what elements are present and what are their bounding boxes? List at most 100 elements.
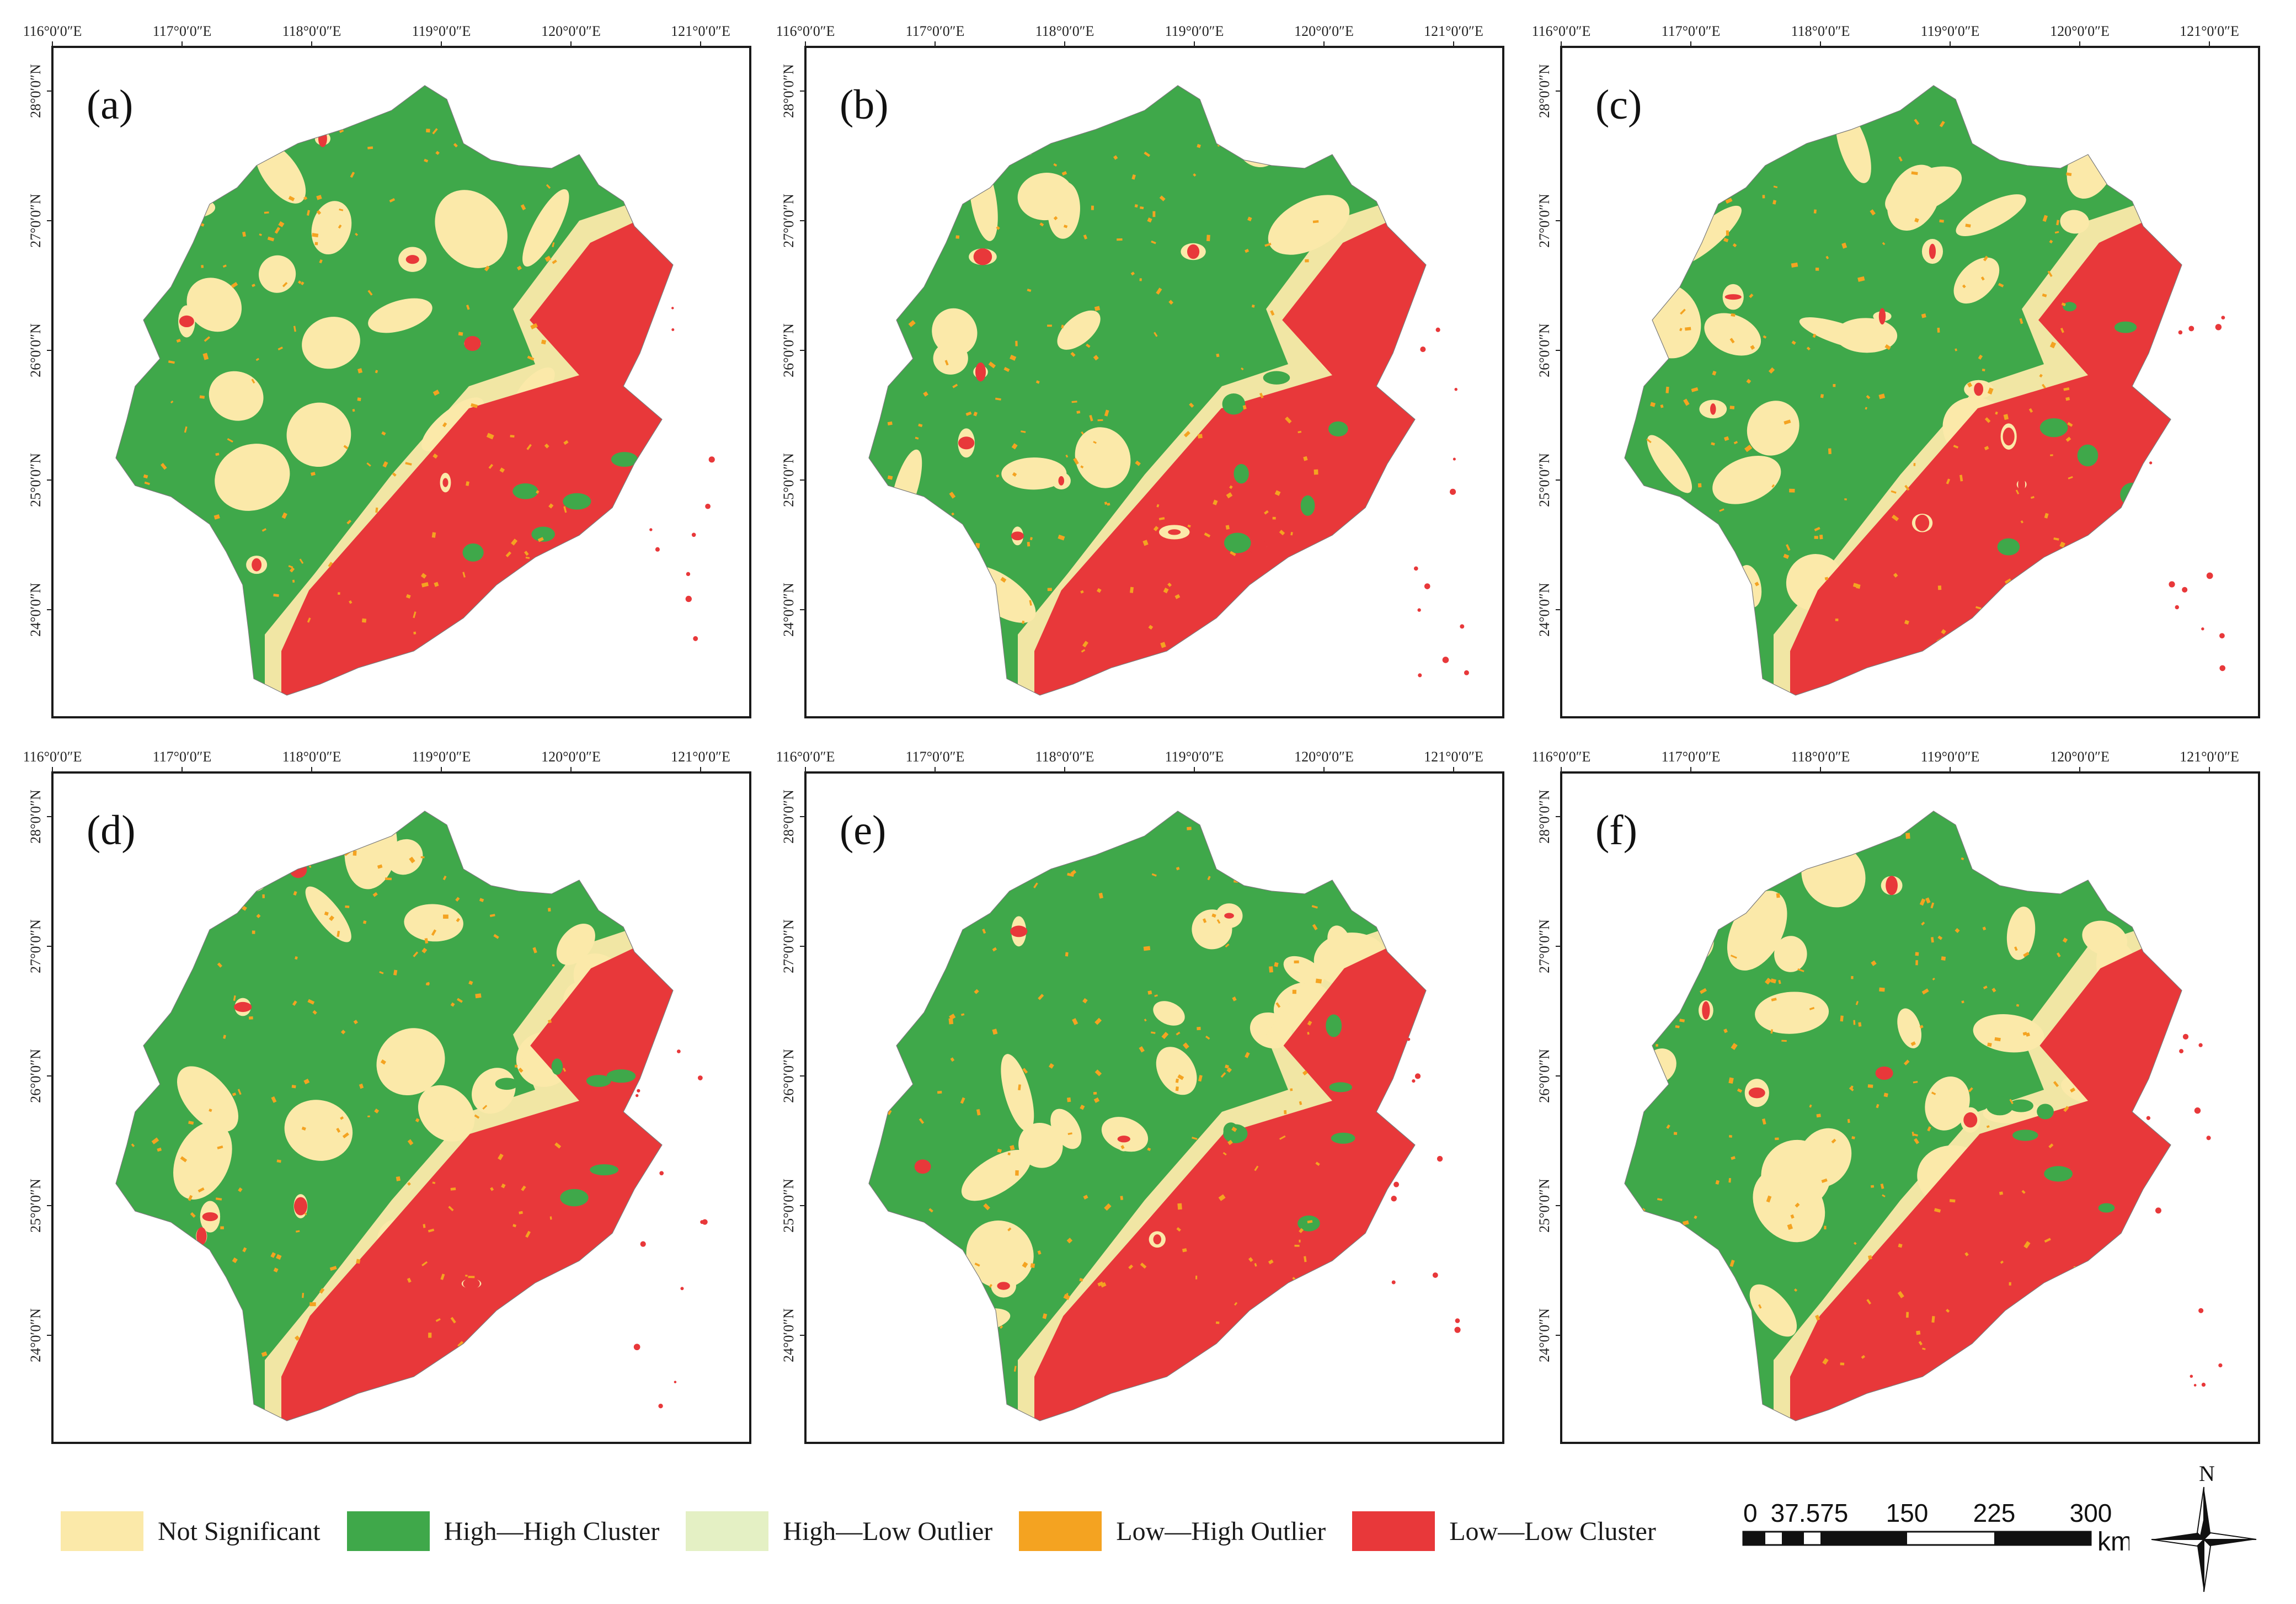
panel-label: (a) [87,82,133,128]
y-tick-label: 24°0′0″N [1536,583,1552,637]
legend-swatch [346,1511,430,1551]
x-tick-label: 118°0′0″E [1791,749,1850,765]
legend-item: High—High Cluster [346,1511,660,1551]
x-tick-label: 121°0′0″E [2180,23,2239,39]
x-tick-label: 121°0′0″E [671,23,730,39]
x-tick-label: 121°0′0″E [1424,749,1483,765]
y-tick-label: 27°0′0″N [781,194,797,248]
y-tick-label: 24°0′0″N [1536,1308,1552,1362]
scale-segment [1820,1532,1907,1545]
x-tick-label: 119°0′0″E [412,23,471,39]
panel-label: (c) [1595,82,1642,128]
x-tick-label: 121°0′0″E [671,749,730,765]
x-tick-label: 118°0′0″E [1791,23,1850,39]
y-tick-label: 25°0′0″N [1536,453,1552,507]
map-panel: 116°0′0″E 117°0′0″E 118°0′0″E 119°0′0″E 120°… [776,749,1504,1444]
x-tick-label: 117°0′0″E [906,23,965,39]
x-tick-label: 116°0′0″E [1532,749,1591,765]
map-figure: 116°0′0″E 117°0′0″E 118°0′0″E 119°0′0″E 120°… [23,23,2260,1444]
north-label: N [2199,1461,2215,1486]
y-tick-label: 27°0′0″N [1536,194,1552,248]
scale-segment [1994,1532,2091,1545]
x-tick-label: 117°0′0″E [906,749,965,765]
x-tick-label: 116°0′0″E [776,23,835,39]
x-tick-label: 116°0′0″E [776,749,835,765]
scale-label: 225 [1973,1499,2016,1527]
legend-label: Not Significant [158,1516,321,1546]
y-tick-label: 25°0′0″N [28,453,44,507]
y-tick-label: 24°0′0″N [28,1308,44,1362]
y-tick-label: 26°0′0″N [28,323,44,377]
y-tick-label: 28°0′0″N [1536,790,1552,844]
map-panel: 116°0′0″E 117°0′0″E 118°0′0″E 119°0′0″E 120°… [23,23,751,718]
legend-swatch [686,1511,769,1551]
y-tick-label: 25°0′0″N [28,1179,44,1233]
y-tick-label: 28°0′0″N [781,64,797,118]
legend-label: High—Low Outlier [783,1516,993,1546]
x-tick-label: 117°0′0″E [153,749,212,765]
legend-item: Low—Low Cluster [1352,1511,1656,1551]
north-arrow: N [2146,1457,2267,1595]
x-tick-label: 118°0′0″E [282,749,341,765]
y-tick-label: 26°0′0″N [781,323,797,377]
x-tick-label: 121°0′0″E [2180,749,2239,765]
x-tick-label: 119°0′0″E [1921,23,1980,39]
legend-label: Low—Low Cluster [1449,1516,1656,1546]
y-tick-label: 24°0′0″N [781,583,797,637]
map-panel: 116°0′0″E 117°0′0″E 118°0′0″E 119°0′0″E 120°… [1532,23,2260,718]
y-tick-label: 28°0′0″N [781,790,797,844]
x-tick-label: 119°0′0″E [1921,749,1980,765]
cluster-map [115,85,715,696]
legend-label: Low—High Outlier [1116,1516,1326,1546]
x-tick-label: 120°0′0″E [2050,23,2110,39]
scale-unit: km [2097,1527,2129,1557]
scale-bar: 0 37.575 150 225 300 km [1732,1496,2129,1563]
scale-label: 150 [1886,1499,1929,1527]
legend-label: High—High Cluster [444,1516,660,1546]
legend-swatch [61,1511,143,1551]
y-tick-label: 26°0′0″N [28,1049,44,1103]
scale-label: 37.575 [1771,1499,1849,1527]
y-tick-label: 27°0′0″N [28,194,44,248]
legend: Not Significant High—High Cluster High—Low… [61,1501,1683,1562]
y-tick-label: 25°0′0″N [781,453,797,507]
x-tick-label: 121°0′0″E [1424,23,1483,39]
y-tick-label: 25°0′0″N [1536,1179,1552,1233]
x-tick-label: 117°0′0″E [153,23,212,39]
y-tick-label: 28°0′0″N [1536,64,1552,118]
y-tick-label: 27°0′0″N [1536,919,1552,973]
map-panel: 116°0′0″E 117°0′0″E 118°0′0″E 119°0′0″E 120°… [1532,749,2260,1444]
scale-label: 300 [2070,1499,2112,1527]
panel-label: (e) [840,807,886,854]
x-tick-label: 120°0′0″E [1294,23,1354,39]
x-tick-label: 120°0′0″E [541,23,601,39]
y-tick-label: 28°0′0″N [28,64,44,118]
panel-label: (d) [87,807,136,854]
x-tick-label: 119°0′0″E [412,749,471,765]
x-tick-label: 116°0′0″E [23,23,82,39]
legend-swatch [1019,1511,1102,1551]
x-tick-label: 116°0′0″E [1532,23,1591,39]
compass-rose-icon [2151,1486,2257,1592]
x-tick-label: 118°0′0″E [1035,23,1094,39]
x-tick-label: 118°0′0″E [1035,749,1094,765]
x-tick-label: 120°0′0″E [1294,749,1354,765]
legend-swatch [1352,1511,1435,1551]
y-tick-label: 25°0′0″N [781,1179,797,1233]
scale-label: 0 [1743,1499,1758,1527]
legend-item: High—Low Outlier [686,1511,992,1551]
y-tick-label: 26°0′0″N [1536,1049,1552,1103]
panel-label: (f) [1595,807,1637,854]
map-panel: 116°0′0″E 117°0′0″E 118°0′0″E 119°0′0″E 120°… [776,23,1504,718]
y-tick-label: 27°0′0″N [28,919,44,973]
scale-segment [1782,1532,1804,1545]
y-tick-label: 26°0′0″N [1536,323,1552,377]
y-tick-label: 27°0′0″N [781,919,797,973]
x-tick-label: 120°0′0″E [541,749,601,765]
y-tick-label: 28°0′0″N [28,790,44,844]
x-tick-label: 117°0′0″E [1662,749,1721,765]
map-panel: 116°0′0″E 117°0′0″E 118°0′0″E 119°0′0″E 120°… [23,749,751,1444]
x-tick-label: 117°0′0″E [1662,23,1721,39]
x-tick-label: 116°0′0″E [23,749,82,765]
y-tick-label: 26°0′0″N [781,1049,797,1103]
